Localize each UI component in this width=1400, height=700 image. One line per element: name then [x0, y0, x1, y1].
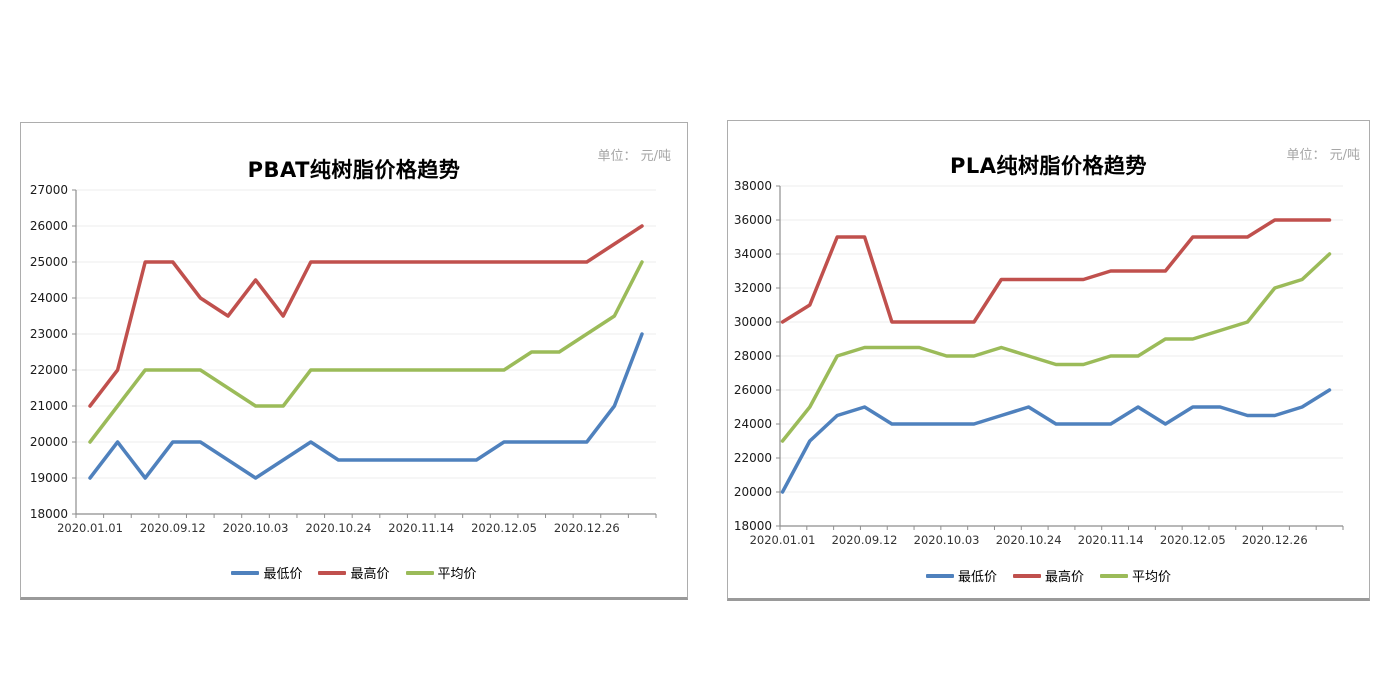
- y-tick-label: 27000: [30, 183, 68, 197]
- y-tick-label: 38000: [734, 179, 772, 193]
- max-price-line-swatch: [318, 570, 347, 575]
- legend-label-avg-price: 平均价: [437, 567, 477, 582]
- x-tick-label: 2020.09.12: [140, 521, 206, 535]
- y-tick-label: 30000: [734, 315, 772, 329]
- legend-item-max-price: 最高价: [1012, 566, 1084, 585]
- min-price-line-swatch: [925, 573, 954, 578]
- min-price-line-swatch: [231, 570, 260, 575]
- legend-label-avg-price: 平均价: [1132, 570, 1172, 585]
- pbat-chart-title: PBAT纯树脂价格趋势: [247, 158, 461, 183]
- y-tick-label: 20000: [30, 435, 68, 449]
- avg-price-line-swatch: [1100, 573, 1128, 578]
- y-tick-label: 19000: [30, 471, 68, 485]
- y-tick-label: 26000: [30, 219, 68, 233]
- x-tick-label: 2020.09.12: [832, 533, 898, 547]
- avg-price-line-swatch: [405, 570, 434, 575]
- y-tick-label: 21000: [30, 399, 68, 413]
- max-price-line-swatch: [1012, 573, 1041, 578]
- y-tick-label: 20000: [734, 485, 772, 499]
- y-tick-label: 18000: [30, 507, 68, 521]
- legend-item-max-price: 最高价: [318, 563, 390, 582]
- legend-item-min-price: 最低价: [925, 566, 997, 585]
- x-tick-label: 2020.12.26: [1242, 533, 1308, 547]
- avg-price-line: [780, 252, 1332, 443]
- y-tick-label: 25000: [30, 255, 68, 269]
- y-tick-label: 28000: [734, 349, 772, 363]
- x-tick-label: 2020.12.26: [554, 521, 620, 535]
- x-tick-label: 2020.12.05: [471, 521, 537, 535]
- legend-label-min-price: 最低价: [957, 570, 997, 585]
- x-tick-label: 2020.10.03: [223, 521, 289, 535]
- x-tick-label: 2020.10.24: [996, 533, 1062, 547]
- x-tick-label: 2020.12.05: [1160, 533, 1226, 547]
- min-price-line: [780, 388, 1332, 494]
- min-price-line: [88, 332, 644, 480]
- pbat-plot-area: 27000 26000 25000 24000 23000 22000 21000 20000…: [30, 183, 657, 535]
- pla-legend: 最低价 最高价 平均价: [728, 566, 1369, 585]
- y-tick-label: 22000: [30, 363, 68, 377]
- max-price-line: [88, 224, 644, 408]
- pla-plot-area: 38000 36000 34000 32000 30000 28000 26000 24000…: [734, 179, 1344, 547]
- legend-item-min-price: 最低价: [231, 563, 302, 582]
- y-tick-label: 34000: [734, 247, 772, 261]
- pla-chart-panel: PLA纯树脂价格趋势 单位： 元/吨 38000 36000 34000 32000 3…: [727, 120, 1370, 601]
- pla-unit-label: 单位： 元/吨: [1286, 148, 1360, 163]
- y-tick-label: 36000: [734, 213, 772, 227]
- y-tick-label: 22000: [734, 451, 772, 465]
- x-tick-label: 2020.10.24: [305, 521, 371, 535]
- y-tick-label: 26000: [734, 383, 772, 397]
- y-tick-label: 18000: [734, 519, 772, 533]
- y-tick-label: 24000: [734, 417, 772, 431]
- x-tick-label: 2020.01.01: [750, 533, 816, 547]
- pla-chart-title: PLA纯树脂价格趋势: [949, 154, 1148, 179]
- y-tick-label: 32000: [734, 281, 772, 295]
- pbat-unit-label: 单位： 元/吨: [597, 149, 671, 164]
- legend-item-avg-price: 平均价: [405, 563, 477, 582]
- y-tick-label: 23000: [30, 327, 68, 341]
- pbat-legend: 最低价 最高价 平均价: [21, 563, 687, 582]
- x-tick-label: 2020.01.01: [57, 521, 123, 535]
- x-tick-label: 2020.10.03: [914, 533, 980, 547]
- legend-label-max-price: 最高价: [350, 567, 390, 582]
- x-tick-label: 2020.11.14: [1078, 533, 1144, 547]
- legend-label-min-price: 最低价: [263, 567, 303, 582]
- avg-price-line: [88, 260, 644, 444]
- x-tick-label: 2020.11.14: [388, 521, 454, 535]
- y-tick-label: 24000: [30, 291, 68, 305]
- legend-label-max-price: 最高价: [1044, 570, 1084, 585]
- legend-item-avg-price: 平均价: [1100, 566, 1171, 585]
- pbat-chart-panel: PBAT纯树脂价格趋势 单位： 元/吨 27000 26000 25000 24000…: [20, 122, 688, 600]
- max-price-line: [780, 218, 1332, 324]
